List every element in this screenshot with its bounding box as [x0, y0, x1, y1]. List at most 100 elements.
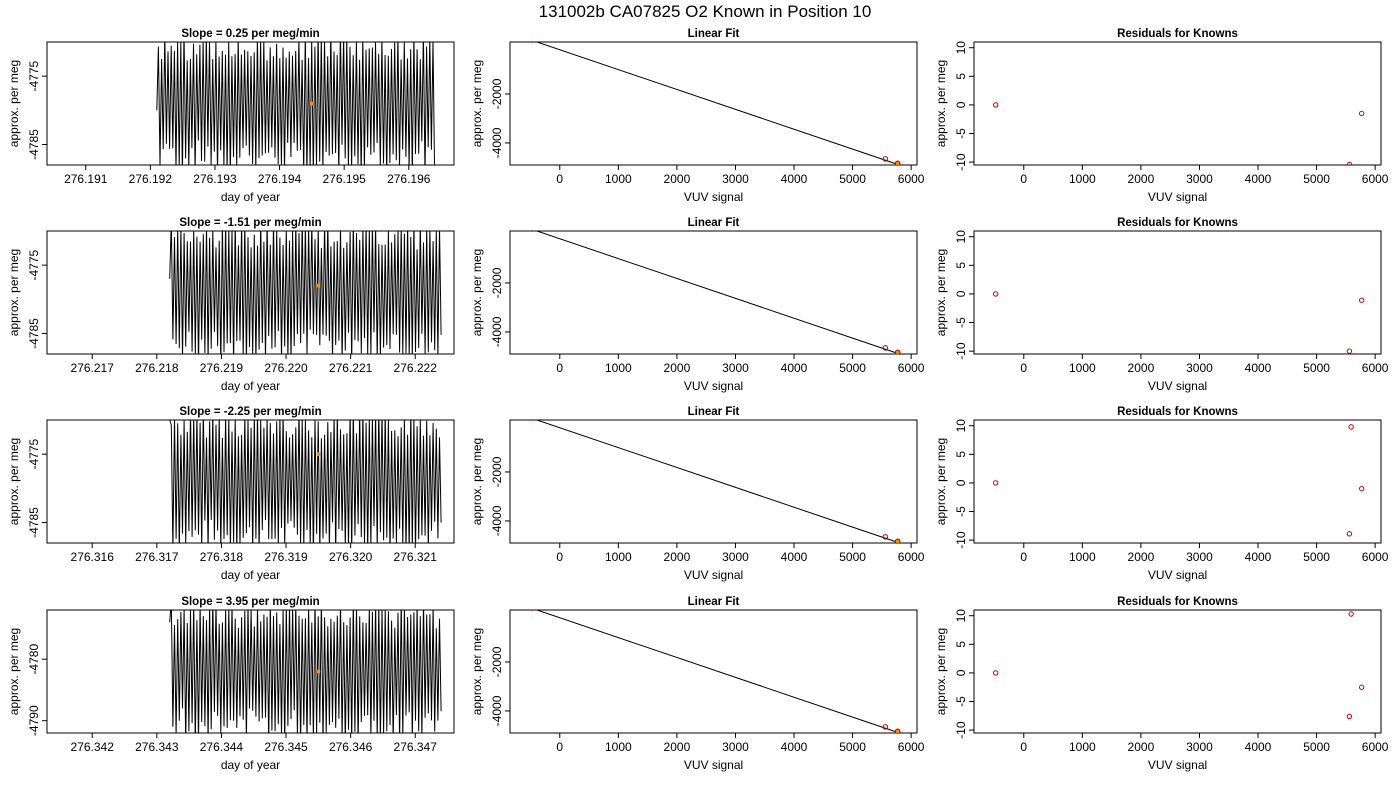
- y-axis-label: approx. per meg: [470, 60, 484, 147]
- x-tick-label: 0: [556, 172, 563, 186]
- y-tick-label: -2000: [490, 646, 504, 677]
- x-tick-label: 4000: [1245, 361, 1272, 375]
- y-tick-label: 5: [954, 641, 968, 648]
- y-tick-label: -2000: [490, 456, 504, 487]
- x-tick-label: 6000: [1362, 172, 1389, 186]
- panel-title: Residuals for Knowns: [1117, 217, 1238, 229]
- x-axis-label: VUV signal: [1148, 568, 1207, 582]
- panel-title: Slope = 3.95 per meg/min: [181, 596, 319, 608]
- fit-line: [535, 420, 900, 543]
- y-axis-label: approx. per meg: [934, 249, 948, 336]
- x-tick-label: 276.347: [394, 740, 438, 754]
- y-axis-label: approx. per meg: [7, 438, 21, 525]
- x-axis-label: VUV signal: [684, 568, 743, 582]
- x-tick-label: 276.217: [71, 361, 115, 375]
- y-tick-label: -10: [954, 153, 968, 171]
- y-tick-label: -4000: [490, 695, 504, 726]
- plot-frame: [46, 41, 455, 166]
- data-trace: [169, 420, 442, 543]
- x-tick-label: 276.317: [135, 550, 179, 564]
- x-tick-label: 4000: [1245, 740, 1272, 754]
- known-marker: [316, 283, 321, 288]
- panel-title: Linear Fit: [688, 217, 740, 229]
- data-trace: [169, 610, 442, 733]
- y-tick-label: 0: [954, 479, 968, 486]
- x-tick-label: 0: [1020, 550, 1027, 564]
- y-axis-label: approx. per meg: [470, 628, 484, 715]
- x-tick-label: 5000: [839, 172, 866, 186]
- plot-frame: [973, 609, 1382, 734]
- fit-point: [529, 610, 534, 611]
- x-tick-label: 4000: [781, 550, 808, 564]
- fit-point: [882, 156, 889, 162]
- x-tick-label: 1000: [1069, 550, 1096, 564]
- y-tick-label: 10: [954, 230, 968, 244]
- x-tick-label: 5000: [1303, 740, 1330, 754]
- chart-panel: Slope = -2.25 per meg/min 276.316 276.317 2…: [7, 406, 455, 582]
- y-axis-label: approx. per meg: [470, 249, 484, 336]
- x-tick-label: 4000: [1245, 550, 1272, 564]
- y-tick-label: -10: [954, 531, 968, 549]
- panel-title: Residuals for Knowns: [1117, 28, 1238, 40]
- x-tick-label: 276.320: [329, 550, 373, 564]
- data-trace: [169, 231, 442, 354]
- x-axis-label: day of year: [221, 190, 280, 204]
- plot-area: [529, 420, 901, 543]
- chart-panel: Residuals for Knowns 0 1000 2000 3000 4000 500…: [934, 217, 1389, 393]
- known-marker: [309, 101, 314, 106]
- y-tick-label: 5: [954, 451, 968, 458]
- y-tick-label: -4780: [27, 644, 41, 675]
- residual-point: [1346, 531, 1353, 537]
- x-tick-label: 6000: [1362, 550, 1389, 564]
- x-tick-label: 2000: [664, 740, 691, 754]
- chart-panel: Linear Fit 0 1000 2000 3000 4000 5000 6000 -2000…: [470, 217, 925, 393]
- y-tick-label: 10: [954, 419, 968, 433]
- x-tick-label: 276.345: [264, 740, 308, 754]
- plot-area: [529, 231, 901, 354]
- plot-area: [529, 610, 901, 733]
- panels: Slope = 0.25 per meg/min 276.191 276.192 27…: [7, 28, 1389, 772]
- y-tick-label: -4790: [27, 705, 41, 736]
- x-tick-label: 276.192: [129, 172, 173, 186]
- x-tick-label: 2000: [1128, 740, 1155, 754]
- y-tick-label: 5: [954, 262, 968, 269]
- x-tick-label: 3000: [1186, 740, 1213, 754]
- residual-point: [1346, 713, 1353, 720]
- fit-point: [894, 538, 901, 543]
- x-tick-label: 276.319: [264, 550, 308, 564]
- plot-frame: [46, 419, 455, 544]
- x-tick-label: 276.318: [200, 550, 244, 564]
- x-tick-label: 6000: [898, 172, 925, 186]
- panel-title: Residuals for Knowns: [1117, 406, 1238, 418]
- x-axis-label: day of year: [221, 379, 280, 393]
- y-tick-label: 10: [954, 41, 968, 55]
- x-tick-label: 276.343: [135, 740, 179, 754]
- x-tick-label: 4000: [781, 740, 808, 754]
- x-tick-label: 4000: [1245, 172, 1272, 186]
- plot-frame: [509, 230, 918, 355]
- x-tick-label: 3000: [722, 361, 749, 375]
- x-axis-label: day of year: [221, 568, 280, 582]
- y-tick-label: -4785: [27, 129, 41, 160]
- y-tick-label: -4775: [27, 439, 41, 470]
- residual-point: [1358, 684, 1365, 690]
- y-axis-label: approx. per meg: [470, 438, 484, 525]
- plot-area: [529, 42, 901, 165]
- chart-panel: Slope = 3.95 per meg/min 276.342 276.343 27…: [7, 596, 455, 772]
- fit-point: [894, 349, 901, 354]
- chart-panel: Slope = -1.51 per meg/min 276.217 276.218 2…: [7, 217, 455, 393]
- fit-point: [882, 724, 889, 730]
- x-axis-label: VUV signal: [684, 758, 743, 772]
- y-tick-label: 5: [954, 73, 968, 80]
- y-tick-label: -5: [954, 696, 968, 707]
- panel-title: Slope = -1.51 per meg/min: [179, 217, 321, 229]
- x-tick-label: 2000: [664, 172, 691, 186]
- x-tick-label: 276.194: [258, 172, 302, 186]
- x-tick-label: 276.321: [394, 550, 438, 564]
- plot-frame: [46, 609, 455, 734]
- chart-panel: Residuals for Knowns 0 1000 2000 3000 4000 500…: [934, 28, 1389, 204]
- x-tick-label: 2000: [664, 550, 691, 564]
- y-tick-label: 10: [954, 609, 968, 623]
- y-tick-label: -5: [954, 128, 968, 139]
- x-tick-label: 3000: [1186, 172, 1213, 186]
